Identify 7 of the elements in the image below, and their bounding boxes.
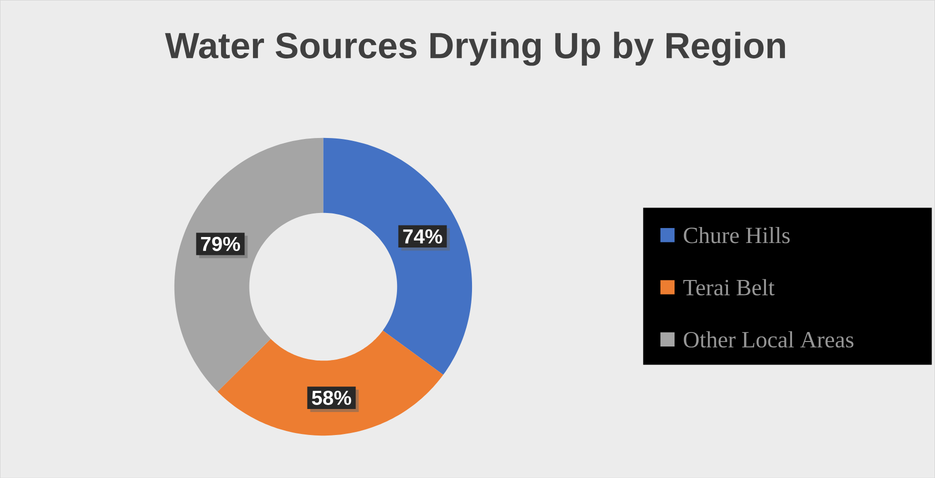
data-label: 58% <box>312 390 352 405</box>
data-label: 79% <box>201 236 240 251</box>
legend-label: Other Local Areas <box>684 331 854 348</box>
chart-title: Water Sources Drying Up by Region <box>165 32 785 66</box>
data-label: 74% <box>403 229 442 244</box>
legend-label: Chure Hills <box>684 226 790 244</box>
legend-label: Terai Belt <box>683 278 775 296</box>
